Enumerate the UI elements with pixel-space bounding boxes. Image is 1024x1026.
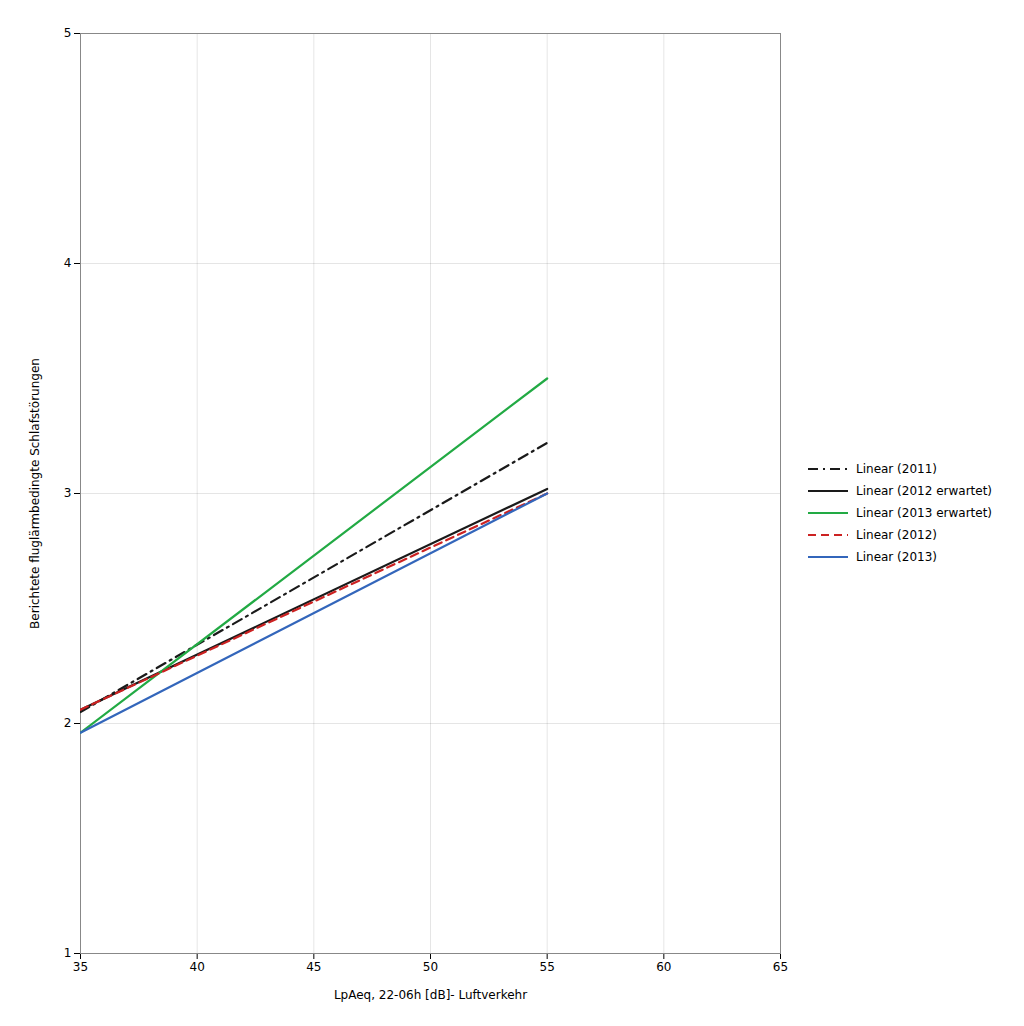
- html-text:Linear (2013 erwartet): Linear (2013 erwartet): [856, 506, 992, 520]
- html-text:Linear (2011): Linear (2011): [856, 462, 937, 476]
- svg-text:2: 2: [64, 716, 72, 730]
- svg-text:55: 55: [540, 960, 555, 974]
- svg-text:65: 65: [773, 960, 788, 974]
- svg-text:3: 3: [64, 486, 72, 500]
- html-text:Linear (2013): Linear (2013): [856, 550, 937, 564]
- html-text:Linear (2012 erwartet): Linear (2012 erwartet): [856, 484, 992, 498]
- svg-text:1: 1: [64, 946, 72, 960]
- svg-text:5: 5: [64, 26, 72, 40]
- svg-text:4: 4: [64, 256, 72, 270]
- svg-text:45: 45: [306, 960, 321, 974]
- svg-text:35: 35: [73, 960, 88, 974]
- html-text:Linear (2012): Linear (2012): [856, 528, 937, 542]
- svg-text:60: 60: [656, 960, 671, 974]
- svg-text:40: 40: [190, 960, 205, 974]
- svg-text:Berichtete fluglärmbedingte Sc: Berichtete fluglärmbedingte Schlafstörun…: [28, 358, 42, 629]
- svg-text:50: 50: [423, 960, 438, 974]
- svg-text:LpAeq, 22-06h [dB]- Luftverkeh: LpAeq, 22-06h [dB]- Luftverkehr: [334, 988, 527, 1002]
